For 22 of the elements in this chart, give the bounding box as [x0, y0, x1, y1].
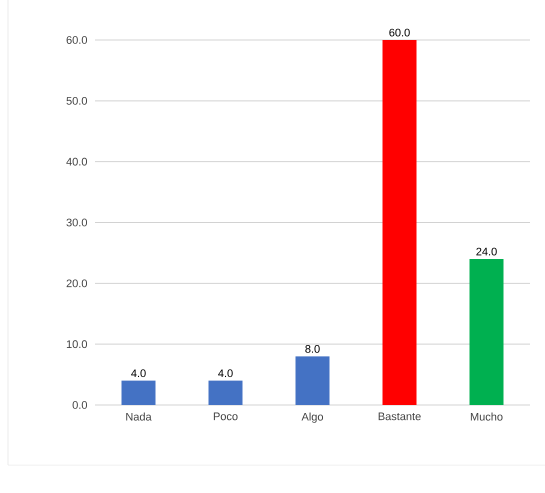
data-label: 60.0 — [389, 28, 410, 36]
x-tick-label: Mucho — [470, 412, 503, 421]
y-tick-label: 10.0 — [66, 340, 88, 348]
y-tick-label: 40.0 — [66, 158, 88, 166]
y-tick-label: 50.0 — [66, 96, 88, 105]
bar — [122, 380, 156, 405]
data-label: 4.0 — [131, 369, 146, 378]
x-tick-label: Poco — [214, 412, 238, 420]
data-label: 8.0 — [305, 345, 320, 353]
y-tick-label: 20.0 — [66, 279, 88, 288]
y-tick-label: 60.0 — [66, 36, 88, 44]
x-tick-label: Nada — [126, 412, 152, 421]
x-tick-label: Algo — [302, 412, 324, 423]
data-label: 4.0 — [218, 369, 233, 378]
bar — [382, 40, 417, 405]
x-tick-label: Bastante — [378, 412, 421, 420]
y-tick-label: 30.0 — [66, 218, 88, 226]
bar — [208, 380, 243, 405]
data-label: 24.0 — [476, 248, 497, 256]
y-tick-label: 0.0 — [72, 401, 88, 409]
bar — [296, 356, 330, 405]
bar — [470, 259, 504, 405]
